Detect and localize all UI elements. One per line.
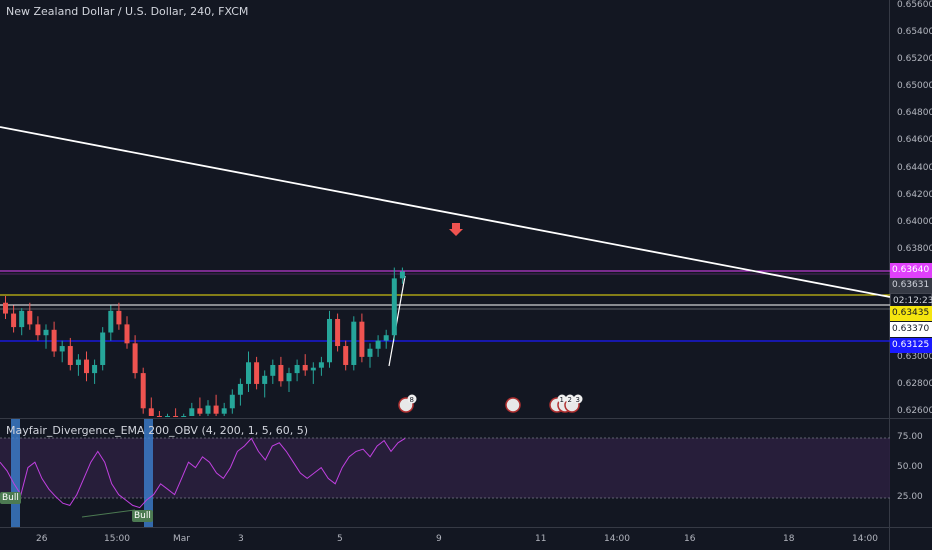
candle-body: [399, 271, 405, 279]
candle-body: [140, 373, 146, 409]
y-tick: 0.65400: [897, 27, 932, 37]
candle-body: [43, 329, 49, 336]
candle-body: [383, 335, 389, 341]
candle-body: [59, 346, 65, 352]
y-tick: 0.64400: [897, 163, 932, 173]
svg-text:1: 1: [560, 396, 564, 404]
oscillator-line: [0, 437, 406, 509]
indicator-tick: 25.00: [897, 492, 923, 502]
candle-body: [92, 364, 98, 374]
candle-body: [51, 329, 57, 352]
chart-title: New Zealand Dollar / U.S. Dollar, 240, F…: [6, 5, 249, 18]
x-tick: 5: [337, 534, 343, 544]
candle-body: [302, 364, 308, 371]
candle-body: [367, 348, 373, 357]
y-tick: 0.65200: [897, 54, 932, 64]
candle-body: [148, 408, 154, 416]
y-tick: 0.63800: [897, 244, 932, 254]
x-tick: 11: [535, 534, 547, 544]
y-tick: 0.63000: [897, 352, 932, 362]
x-tick: 15:00: [104, 534, 130, 544]
event-count: 8: [410, 396, 414, 404]
down-arrow-icon: [449, 223, 463, 236]
candle-body: [327, 318, 332, 363]
y-tick: 0.62800: [897, 379, 932, 389]
indicator-tick: 50.00: [897, 462, 923, 472]
candle-body: [205, 405, 211, 414]
price-tag: 0.63631: [890, 278, 932, 293]
candle-body: [124, 324, 130, 344]
candle-body: [359, 321, 365, 357]
x-tick: 14:00: [604, 534, 630, 544]
event-markers: 8 1 2 3: [398, 394, 583, 413]
candle-body: [27, 310, 33, 325]
candle-body: [237, 383, 243, 395]
candle-body: [229, 394, 235, 409]
y-tick: 0.64800: [897, 108, 932, 118]
candle-body: [391, 278, 397, 336]
candle-body: [108, 310, 114, 333]
y-tick: 0.64200: [897, 190, 932, 200]
candle-body: [75, 359, 81, 365]
candle-body: [156, 416, 162, 417]
candle-body: [310, 367, 316, 371]
price-tag: 0.63640: [890, 263, 932, 278]
candle-body: [375, 340, 381, 349]
price-tag: 0.63435: [890, 306, 932, 321]
x-tick: 16: [684, 534, 696, 544]
y-tick: 0.65000: [897, 81, 932, 91]
bull-label: Bull: [0, 492, 21, 504]
svg-text:2: 2: [568, 396, 572, 404]
x-tick: 3: [238, 534, 244, 544]
svg-text:3: 3: [576, 396, 580, 404]
y-tick: 0.64600: [897, 135, 932, 145]
candle-body: [84, 359, 89, 374]
candle-body: [67, 346, 73, 365]
candle-body: [19, 310, 25, 328]
flag-icon: [505, 397, 521, 413]
candle-body: [35, 324, 41, 336]
price-tag: 0.63370: [890, 322, 932, 337]
candle-body: [254, 362, 260, 384]
price-tag: 0.63125: [890, 338, 932, 353]
candle-body: [116, 310, 122, 325]
candles-group: [3, 267, 405, 417]
candle-body: [189, 408, 195, 416]
x-tick: 9: [436, 534, 442, 544]
x-tick: 14:00: [852, 534, 878, 544]
candle-body: [286, 373, 292, 382]
candle-body: [294, 364, 300, 374]
candle-body: [100, 332, 106, 365]
candle-body: [181, 416, 187, 417]
indicator-title: Mayfair_Divergence_EMA 200_OBV (4, 200, …: [6, 424, 308, 437]
candle-body: [318, 362, 324, 368]
candle-body: [335, 318, 341, 347]
candle-body: [246, 362, 251, 384]
y-tick: 0.65600: [897, 0, 932, 10]
indicator-tick: 75.00: [897, 432, 923, 442]
candle-body: [3, 302, 8, 314]
candle-body: [270, 364, 276, 376]
bull-label: Bull: [132, 510, 153, 522]
candle-body: [262, 375, 268, 384]
candle-body: [11, 313, 17, 328]
candle-body: [173, 416, 179, 417]
trendline: [0, 126, 891, 298]
candle-body: [351, 321, 357, 365]
candle-body: [213, 405, 219, 414]
candle-body: [343, 346, 349, 365]
y-tick: 0.64000: [897, 217, 932, 227]
candle-body: [278, 364, 284, 382]
x-tick: Mar: [173, 534, 190, 544]
x-tick: 26: [36, 534, 48, 544]
candle-body: [197, 408, 203, 414]
y-tick: 0.62600: [897, 406, 932, 416]
candle-body: [221, 408, 227, 414]
x-tick: 18: [783, 534, 795, 544]
candle-body: [132, 343, 138, 374]
candle-body: [165, 416, 170, 417]
